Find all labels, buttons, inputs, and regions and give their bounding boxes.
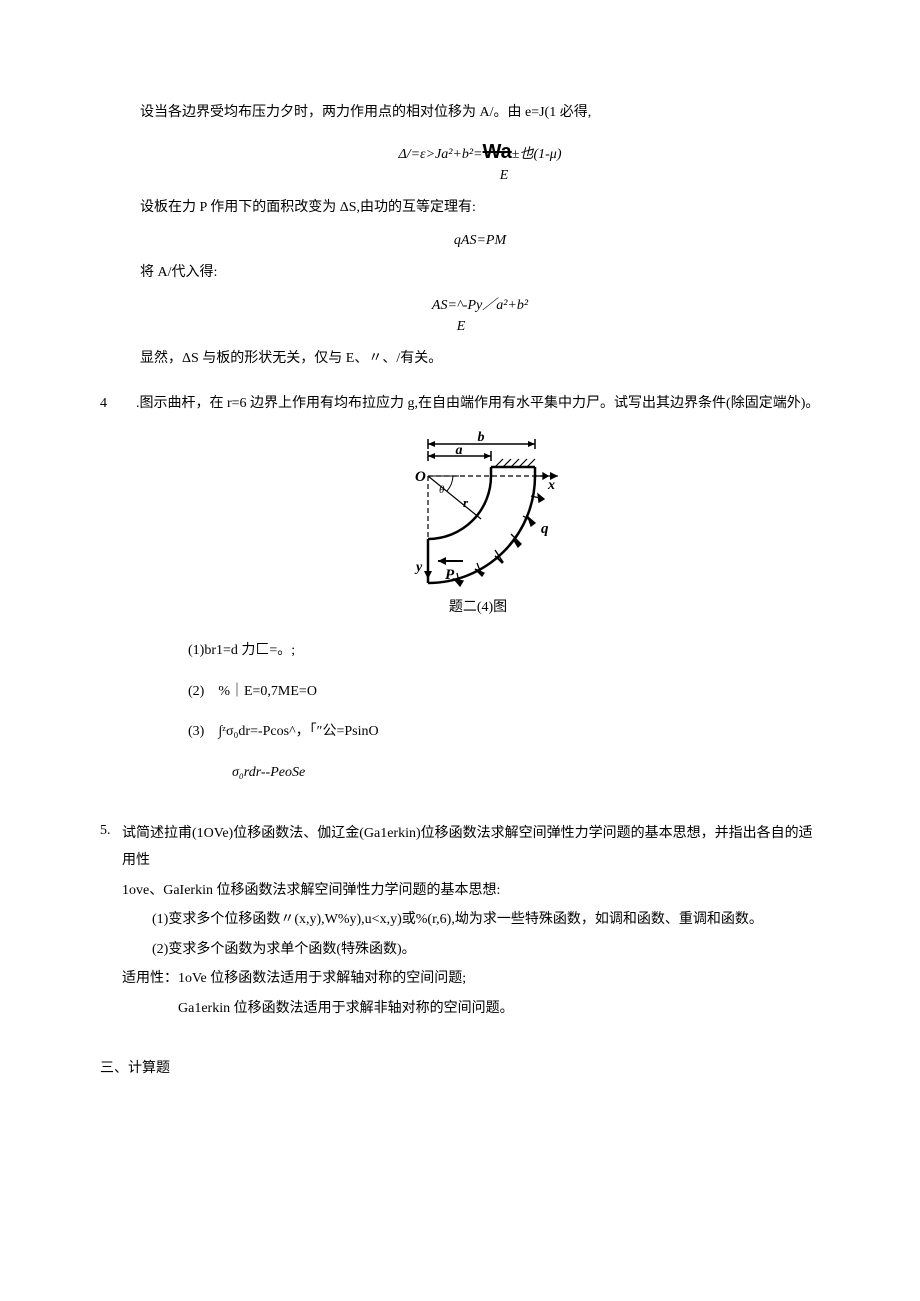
label-r: r — [463, 495, 469, 510]
label-q: q — [541, 521, 549, 537]
label-O: O — [415, 469, 426, 485]
formula1-strike: Wa — [483, 141, 512, 163]
q4-item3b: σ₀rdr--PeoSe — [188, 760, 820, 787]
intro-line2: 设板在力 P 作用下的面积改变为 ΔS,由功的互等定理有: — [140, 195, 820, 222]
q4-item3a: (3) ∫ᶻσ₀dr=-Pcos^，「″公=PsinO — [188, 719, 820, 746]
intro-line4: 显然，ΔS 与板的形状无关，仅与 E、〃、/有关。 — [140, 346, 820, 373]
q4-number: 4 — [100, 391, 136, 801]
formula1-left: Δ/=ε>Ja²+b²= — [399, 147, 483, 162]
intro-line3: 将 A/代入得: — [140, 260, 820, 287]
label-b: b — [478, 431, 485, 445]
label-theta: θ — [439, 484, 445, 496]
q4-text: .图示曲杆，在 r=6 边界上作用有均布拉应力 g,在自由端作用有水平集中力尸。… — [136, 391, 820, 418]
question-4: 4 .图示曲杆，在 r=6 边界上作用有均布拉应力 g,在自由端作用有水平集中力… — [100, 391, 820, 801]
label-a: a — [456, 443, 463, 458]
formula3: AS=^-Py／a²+b² E — [140, 293, 820, 340]
q4-subitems: (1)br1=d 力匚=。; (2) %｜E=0,7ME=O (3) ∫ᶻσ₀d… — [136, 638, 820, 786]
q5-line6: Ga1erkin 位移函数法适用于求解非轴对称的空间问题。 — [122, 996, 820, 1023]
figure-caption: 题二(4)图 — [136, 595, 820, 622]
intro-line1: 设当各边界受均布压力夕时，两力作用点的相对位移为 A/。由 e=J(1 必得, — [140, 100, 820, 127]
label-P: P — [445, 567, 455, 583]
question-5: 5. 试简述拉甫(1OVe)位移函数法、伽辽金(Ga1erkin)位移函数法求解… — [100, 818, 820, 1022]
intro-block: 设当各边界受均布压力夕时，两力作用点的相对位移为 A/。由 e=J(1 必得, … — [100, 100, 820, 373]
q5-line5: 适用性：1oVe 位移函数法适用于求解轴对称的空间问题; — [122, 966, 820, 993]
label-x: x — [547, 478, 555, 493]
label-y: y — [414, 560, 423, 575]
formula1-denom: E — [500, 163, 509, 190]
q5-line1: 试简述拉甫(1OVe)位移函数法、伽辽金(Ga1erkin)位移函数法求解空间弹… — [122, 821, 820, 874]
formula2: qAS=PM — [140, 228, 820, 255]
formula1-right: ±也(1-μ) — [512, 147, 562, 162]
q5-line2: 1ove、GaIerkin 位移函数法求解空间弹性力学问题的基本思想: — [122, 878, 820, 905]
formula3-bottom: E — [102, 314, 820, 341]
q5-line4: (2)变求多个函数为求单个函数(特殊函数)。 — [152, 937, 820, 964]
formula1: Δ/=ε>Ja²+b²=Wa±也(1-μ) E — [140, 133, 820, 190]
curved-bar-diagram: b a O — [383, 431, 573, 591]
q4-item2: (2) %｜E=0,7ME=O — [188, 679, 820, 706]
q5-line3: (1)变求多个位移函数〃(x,y),W%y),u<x,y)或%(r,6),坳为求… — [152, 907, 820, 934]
q5-number: 5. — [100, 818, 122, 1022]
q4-item1: (1)br1=d 力匚=。; — [188, 638, 820, 665]
formula2-text: qAS=PM — [454, 233, 506, 248]
section-3-heading: 三、计算题 — [100, 1056, 820, 1083]
q4-figure: b a O — [136, 431, 820, 622]
